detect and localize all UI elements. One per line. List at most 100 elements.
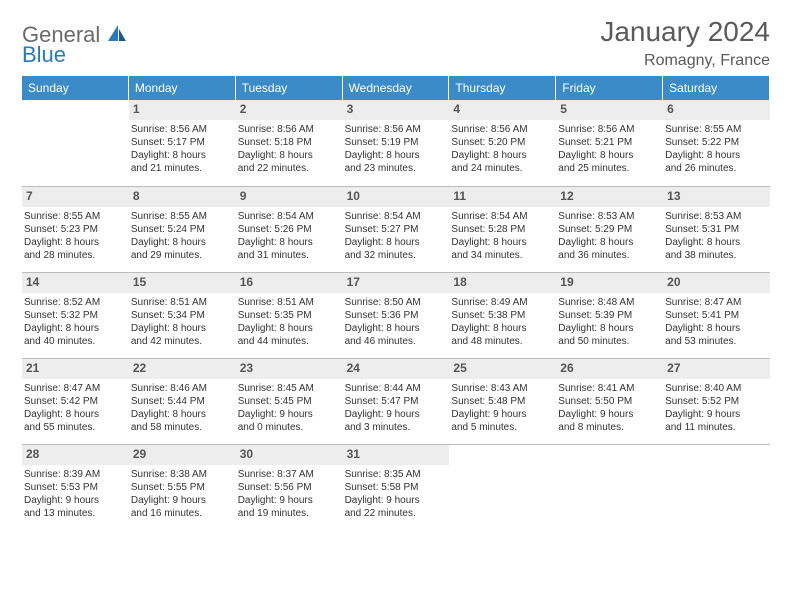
daylight-text-line2: and 46 minutes. — [345, 335, 446, 348]
calendar-cell: 23Sunrise: 8:45 AMSunset: 5:45 PMDayligh… — [236, 358, 343, 444]
daylight-text-line1: Daylight: 8 hours — [345, 149, 446, 162]
sunset-text: Sunset: 5:55 PM — [131, 481, 232, 494]
daylight-text-line1: Daylight: 9 hours — [238, 494, 339, 507]
daylight-text-line2: and 28 minutes. — [24, 249, 125, 262]
brand-text-blue: Blue — [22, 42, 66, 67]
calendar-cell: 15Sunrise: 8:51 AMSunset: 5:34 PMDayligh… — [129, 272, 236, 358]
weekday-header: Wednesday — [343, 76, 450, 100]
daylight-text-line2: and 11 minutes. — [665, 421, 766, 434]
calendar-cell — [22, 100, 129, 186]
sunset-text: Sunset: 5:20 PM — [451, 136, 552, 149]
sunset-text: Sunset: 5:48 PM — [451, 395, 552, 408]
month-title: January 2024 — [600, 16, 770, 48]
weekday-header: Sunday — [22, 76, 129, 100]
calendar-cell: 19Sunrise: 8:48 AMSunset: 5:39 PMDayligh… — [556, 272, 663, 358]
weekday-header: Friday — [556, 76, 663, 100]
daylight-text-line2: and 58 minutes. — [131, 421, 232, 434]
sunrise-text: Sunrise: 8:45 AM — [238, 382, 339, 395]
daylight-text-line2: and 32 minutes. — [345, 249, 446, 262]
calendar-cell: 29Sunrise: 8:38 AMSunset: 5:55 PMDayligh… — [129, 444, 236, 530]
weekday-header: Thursday — [449, 76, 556, 100]
sunrise-text: Sunrise: 8:51 AM — [238, 296, 339, 309]
day-number: 10 — [343, 187, 450, 207]
day-number: 23 — [236, 359, 343, 379]
daylight-text-line2: and 22 minutes. — [238, 162, 339, 175]
sunrise-text: Sunrise: 8:50 AM — [345, 296, 446, 309]
sunset-text: Sunset: 5:50 PM — [558, 395, 659, 408]
sunrise-text: Sunrise: 8:38 AM — [131, 468, 232, 481]
daylight-text-line1: Daylight: 8 hours — [558, 236, 659, 249]
daylight-text-line2: and 25 minutes. — [558, 162, 659, 175]
sunrise-text: Sunrise: 8:48 AM — [558, 296, 659, 309]
daylight-text-line1: Daylight: 9 hours — [24, 494, 125, 507]
daylight-text-line2: and 42 minutes. — [131, 335, 232, 348]
page-header: General January 2024 Romagny, France — [0, 0, 792, 76]
sunset-text: Sunset: 5:21 PM — [558, 136, 659, 149]
weekday-header: Tuesday — [236, 76, 343, 100]
daylight-text-line2: and 26 minutes. — [665, 162, 766, 175]
sunset-text: Sunset: 5:52 PM — [665, 395, 766, 408]
daylight-text-line2: and 13 minutes. — [24, 507, 125, 520]
daylight-text-line2: and 50 minutes. — [558, 335, 659, 348]
weekday-header: Saturday — [663, 76, 770, 100]
daylight-text-line2: and 40 minutes. — [24, 335, 125, 348]
day-number: 5 — [556, 100, 663, 120]
sunrise-text: Sunrise: 8:35 AM — [345, 468, 446, 481]
sunrise-text: Sunrise: 8:47 AM — [665, 296, 766, 309]
calendar-cell — [663, 444, 770, 530]
daylight-text-line1: Daylight: 8 hours — [238, 322, 339, 335]
sunset-text: Sunset: 5:29 PM — [558, 223, 659, 236]
sunrise-text: Sunrise: 8:54 AM — [238, 210, 339, 223]
sunrise-text: Sunrise: 8:43 AM — [451, 382, 552, 395]
sunrise-text: Sunrise: 8:55 AM — [24, 210, 125, 223]
calendar-cell: 7Sunrise: 8:55 AMSunset: 5:23 PMDaylight… — [22, 186, 129, 272]
calendar-cell: 6Sunrise: 8:55 AMSunset: 5:22 PMDaylight… — [663, 100, 770, 186]
daylight-text-line1: Daylight: 9 hours — [451, 408, 552, 421]
calendar-cell: 5 Sunrise: 8:56 AMSunset: 5:21 PMDaylight… — [556, 100, 663, 186]
calendar-cell: 26Sunrise: 8:41 AMSunset: 5:50 PMDayligh… — [556, 358, 663, 444]
calendar-cell: 31Sunrise: 8:35 AMSunset: 5:58 PMDayligh… — [343, 444, 450, 530]
daylight-text-line1: Daylight: 8 hours — [665, 149, 766, 162]
day-number: 27 — [663, 359, 770, 379]
sunset-text: Sunset: 5:35 PM — [238, 309, 339, 322]
daylight-text-line2: and 24 minutes. — [451, 162, 552, 175]
sunrise-text: Sunrise: 8:37 AM — [238, 468, 339, 481]
calendar-cell: 28Sunrise: 8:39 AMSunset: 5:53 PMDayligh… — [22, 444, 129, 530]
day-number: 15 — [129, 273, 236, 293]
daylight-text-line1: Daylight: 8 hours — [131, 236, 232, 249]
sunset-text: Sunset: 5:45 PM — [238, 395, 339, 408]
calendar-cell: 12Sunrise: 8:53 AMSunset: 5:29 PMDayligh… — [556, 186, 663, 272]
day-number: 29 — [129, 445, 236, 465]
day-number: 17 — [343, 273, 450, 293]
sunrise-text: Sunrise: 8:56 AM — [451, 123, 552, 136]
daylight-text-line1: Daylight: 8 hours — [238, 149, 339, 162]
daylight-text-line2: and 0 minutes. — [238, 421, 339, 434]
daylight-text-line2: and 21 minutes. — [131, 162, 232, 175]
daylight-text-line1: Daylight: 8 hours — [451, 322, 552, 335]
daylight-text-line2: and 38 minutes. — [665, 249, 766, 262]
daylight-text-line2: and 29 minutes. — [131, 249, 232, 262]
day-number: 30 — [236, 445, 343, 465]
sunrise-text: Sunrise: 8:54 AM — [451, 210, 552, 223]
day-number: 8 — [129, 187, 236, 207]
calendar-cell: 4Sunrise: 8:56 AMSunset: 5:20 PMDaylight… — [449, 100, 556, 186]
sunrise-text: Sunrise: 8:44 AM — [345, 382, 446, 395]
sunset-text: Sunset: 5:23 PM — [24, 223, 125, 236]
sunset-text: Sunset: 5:19 PM — [345, 136, 446, 149]
sunset-text: Sunset: 5:24 PM — [131, 223, 232, 236]
daylight-text-line1: Daylight: 8 hours — [665, 322, 766, 335]
calendar-cell: 2Sunrise: 8:56 AMSunset: 5:18 PMDaylight… — [236, 100, 343, 186]
daylight-text-line2: and 23 minutes. — [345, 162, 446, 175]
sunrise-text: Sunrise: 8:49 AM — [451, 296, 552, 309]
day-number: 25 — [449, 359, 556, 379]
sunrise-text: Sunrise: 8:56 AM — [558, 123, 659, 136]
day-number: 2 — [236, 100, 343, 120]
sunset-text: Sunset: 5:42 PM — [24, 395, 125, 408]
sunset-text: Sunset: 5:39 PM — [558, 309, 659, 322]
daylight-text-line1: Daylight: 8 hours — [558, 149, 659, 162]
day-number: 1 — [129, 100, 236, 120]
sunrise-text: Sunrise: 8:55 AM — [665, 123, 766, 136]
calendar-cell: 27Sunrise: 8:40 AMSunset: 5:52 PMDayligh… — [663, 358, 770, 444]
daylight-text-line1: Daylight: 8 hours — [131, 408, 232, 421]
day-number: 20 — [663, 273, 770, 293]
